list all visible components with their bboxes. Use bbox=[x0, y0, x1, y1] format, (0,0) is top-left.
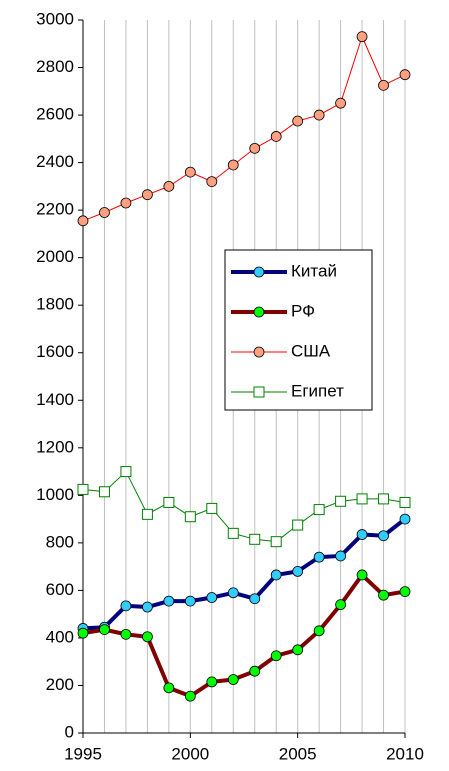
y-tick-label: 2800 bbox=[36, 57, 74, 76]
y-tick-label: 3000 bbox=[36, 9, 74, 28]
y-tick-label: 600 bbox=[46, 580, 74, 599]
marker bbox=[292, 644, 304, 656]
y-tick-label: 400 bbox=[46, 627, 74, 646]
y-tick-label: 2400 bbox=[36, 152, 74, 171]
x-tick-label: 2005 bbox=[279, 744, 317, 763]
marker bbox=[120, 197, 132, 209]
marker bbox=[399, 513, 411, 525]
marker bbox=[163, 496, 175, 508]
legend-marker bbox=[253, 266, 265, 278]
marker bbox=[227, 587, 239, 599]
marker bbox=[335, 495, 347, 507]
y-tick-label: 1800 bbox=[36, 295, 74, 314]
marker bbox=[206, 176, 218, 188]
marker bbox=[270, 650, 282, 662]
marker bbox=[77, 627, 89, 639]
marker bbox=[120, 628, 132, 640]
marker bbox=[292, 115, 304, 127]
marker bbox=[227, 674, 239, 685]
marker bbox=[399, 69, 411, 81]
marker bbox=[77, 483, 89, 495]
y-tick-label: 2000 bbox=[36, 247, 74, 266]
marker bbox=[335, 599, 347, 611]
y-tick-label: 1600 bbox=[36, 342, 74, 361]
marker bbox=[378, 589, 389, 601]
marker bbox=[399, 586, 411, 597]
y-tick-label: 2600 bbox=[36, 105, 74, 124]
legend-marker bbox=[253, 306, 265, 318]
marker bbox=[270, 536, 282, 548]
y-tick-label: 0 bbox=[65, 722, 74, 741]
y-tick-label: 800 bbox=[46, 532, 74, 551]
marker bbox=[378, 493, 390, 505]
marker bbox=[378, 530, 389, 542]
marker bbox=[249, 665, 261, 677]
series-line bbox=[82, 471, 406, 543]
series-line bbox=[82, 36, 406, 222]
marker bbox=[141, 189, 153, 201]
marker bbox=[356, 529, 368, 540]
marker bbox=[313, 551, 325, 563]
legend-marker bbox=[253, 386, 265, 398]
series-line bbox=[82, 572, 406, 699]
series-line bbox=[82, 517, 407, 631]
marker bbox=[120, 600, 132, 612]
marker bbox=[249, 593, 261, 605]
y-tick-label: 1000 bbox=[36, 485, 74, 504]
x-tick-label: 2000 bbox=[171, 744, 209, 763]
marker bbox=[77, 215, 89, 227]
marker bbox=[163, 682, 175, 694]
marker bbox=[356, 569, 368, 581]
marker bbox=[141, 508, 153, 520]
legend-label: США bbox=[291, 341, 331, 360]
marker bbox=[356, 493, 368, 505]
legend-label: Китай bbox=[291, 261, 337, 280]
marker bbox=[335, 550, 347, 562]
legend-label: РФ bbox=[291, 301, 315, 320]
legend-label: Египет bbox=[291, 381, 344, 400]
marker bbox=[227, 159, 239, 171]
marker bbox=[184, 166, 196, 178]
x-tick-label: 1995 bbox=[64, 744, 102, 763]
marker bbox=[98, 486, 110, 498]
marker bbox=[292, 565, 304, 577]
marker bbox=[184, 595, 196, 607]
marker bbox=[313, 504, 325, 516]
marker bbox=[335, 97, 347, 109]
marker bbox=[99, 207, 110, 218]
marker bbox=[313, 109, 325, 121]
y-tick-label: 1400 bbox=[36, 390, 74, 409]
marker bbox=[141, 631, 153, 643]
marker bbox=[184, 511, 196, 523]
x-tick-label: 2010 bbox=[386, 744, 424, 763]
legend-marker bbox=[253, 346, 265, 358]
marker bbox=[270, 569, 282, 581]
marker bbox=[163, 180, 175, 192]
marker bbox=[141, 601, 153, 613]
marker bbox=[249, 142, 261, 154]
marker bbox=[249, 533, 261, 545]
marker bbox=[227, 527, 239, 539]
marker bbox=[313, 625, 325, 637]
marker bbox=[292, 519, 304, 531]
marker bbox=[184, 690, 196, 702]
marker bbox=[206, 502, 218, 514]
marker bbox=[120, 466, 132, 478]
marker bbox=[163, 595, 175, 607]
legend bbox=[224, 249, 373, 411]
y-tick-label: 1200 bbox=[36, 437, 74, 456]
y-tick-label: 2200 bbox=[36, 200, 74, 219]
marker bbox=[399, 496, 411, 508]
marker bbox=[270, 131, 282, 142]
marker bbox=[378, 79, 389, 91]
marker bbox=[356, 31, 368, 43]
marker bbox=[206, 676, 218, 688]
marker bbox=[99, 624, 110, 636]
y-tick-label: 200 bbox=[46, 675, 74, 694]
marker bbox=[206, 592, 218, 603]
